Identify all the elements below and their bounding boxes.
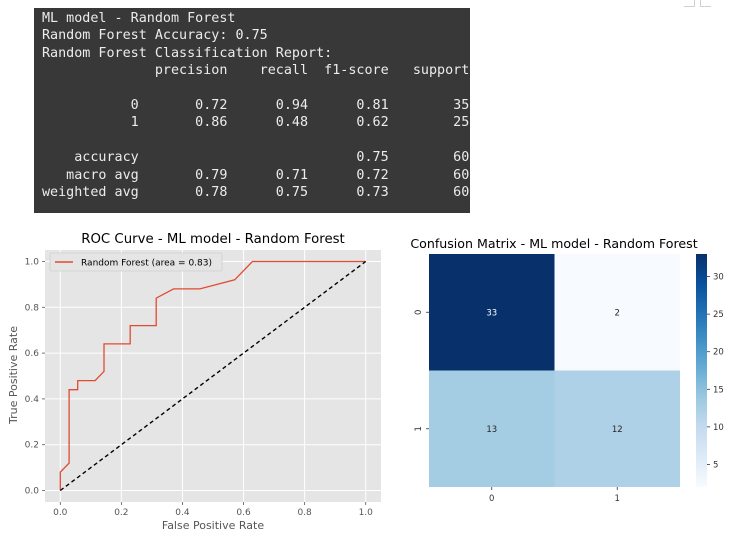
report-line: macro avg 0.79 0.71 0.72 60 [42,167,470,183]
report-line: 1 0.86 0.48 0.62 25 [42,115,470,131]
report-line: precision recall f1-score support [42,63,470,79]
legend-label: Random Forest (area = 0.83) [81,259,212,269]
report-line: ML model - Random Forest [42,11,236,26]
roc-title: ROC Curve - ML model - Random Forest [81,232,345,247]
report-text: ML model - Random Forest Random Forest A… [42,10,469,201]
roc-ytick-label: 0.2 [25,441,39,451]
roc-ytick-label: 0.6 [25,349,40,359]
roc-xtick-label: 0.2 [114,508,128,518]
roc-lines [59,260,367,492]
roc-xtick-label: 0.6 [236,508,251,518]
roc-curve [59,260,366,491]
cm-colorbar [696,254,707,487]
report-line: accuracy 0.75 60 [42,150,470,166]
roc-legend: Random Forest (area = 0.83) [49,252,223,272]
cm-cell-value: 33 [486,308,497,318]
cm-title: Confusion Matrix - ML model - Random For… [410,236,697,251]
cm-colorbar-label: 20 [713,348,724,358]
roc-ytick-label: 0.8 [25,303,40,313]
report-line: weighted avg 0.78 0.75 0.73 60 [42,185,470,201]
cm-colorbar-label: 30 [713,273,724,283]
roc-xtick-label: 0.8 [297,508,312,518]
cm-ytick-label: 0 [414,310,424,315]
roc-chance-line [59,260,367,492]
roc-xtick-label: 1.0 [359,508,374,518]
roc-xtick-label: 0.4 [175,508,190,518]
roc-xtick-label: 0.0 [53,508,68,518]
page-corner-mark [684,0,695,7]
cm-cell-value: 13 [486,425,497,435]
cm-cell [554,370,680,487]
legend-box [49,252,223,272]
report-line: Random Forest Classification Report: [42,45,333,61]
cm-axes: 0 1 0 1 [414,310,620,504]
cm-colorbar-label: 15 [713,385,724,395]
cm-cell [429,370,555,487]
cm-colorbar-label: 10 [713,423,724,433]
roc-grid [45,250,381,502]
cm-colorbar-label: 5 [713,460,718,470]
cm-xtick-label: 0 [489,494,494,504]
roc-ticks: 0.0 0.2 0.4 0.6 0.8 1.0 0.0 0.2 0.4 0.6 0.8 1.0 [25,257,373,518]
cm-cell-value: 2 [615,308,620,318]
report-line: 0 0.72 0.94 0.81 35 [42,98,470,114]
classification-report-output: ML model - Random Forest Random Forest A… [34,8,470,213]
report-line: Random Forest Accuracy: 0.75 [42,28,268,44]
cm-cell [554,254,680,371]
roc-ytick-label: 0.4 [25,395,40,405]
roc-ylabel: True Positive Rate [7,326,20,425]
cm-xtick-label: 1 [615,494,620,504]
cm-cell [429,254,555,371]
page-corner-mark [700,0,711,7]
cm-colorbar-ticks: 5 10 15 20 25 30 [707,273,724,470]
roc-ytick-label: 1.0 [25,257,40,267]
cm-colorbar-label: 25 [713,310,724,320]
cm-cells: 33 2 13 12 [429,254,680,487]
cm-ytick-label: 1 [414,426,424,431]
roc-xlabel: False Positive Rate [162,519,264,532]
roc-ytick-label: 0.0 [25,487,40,497]
cm-cell-value: 12 [612,425,623,435]
